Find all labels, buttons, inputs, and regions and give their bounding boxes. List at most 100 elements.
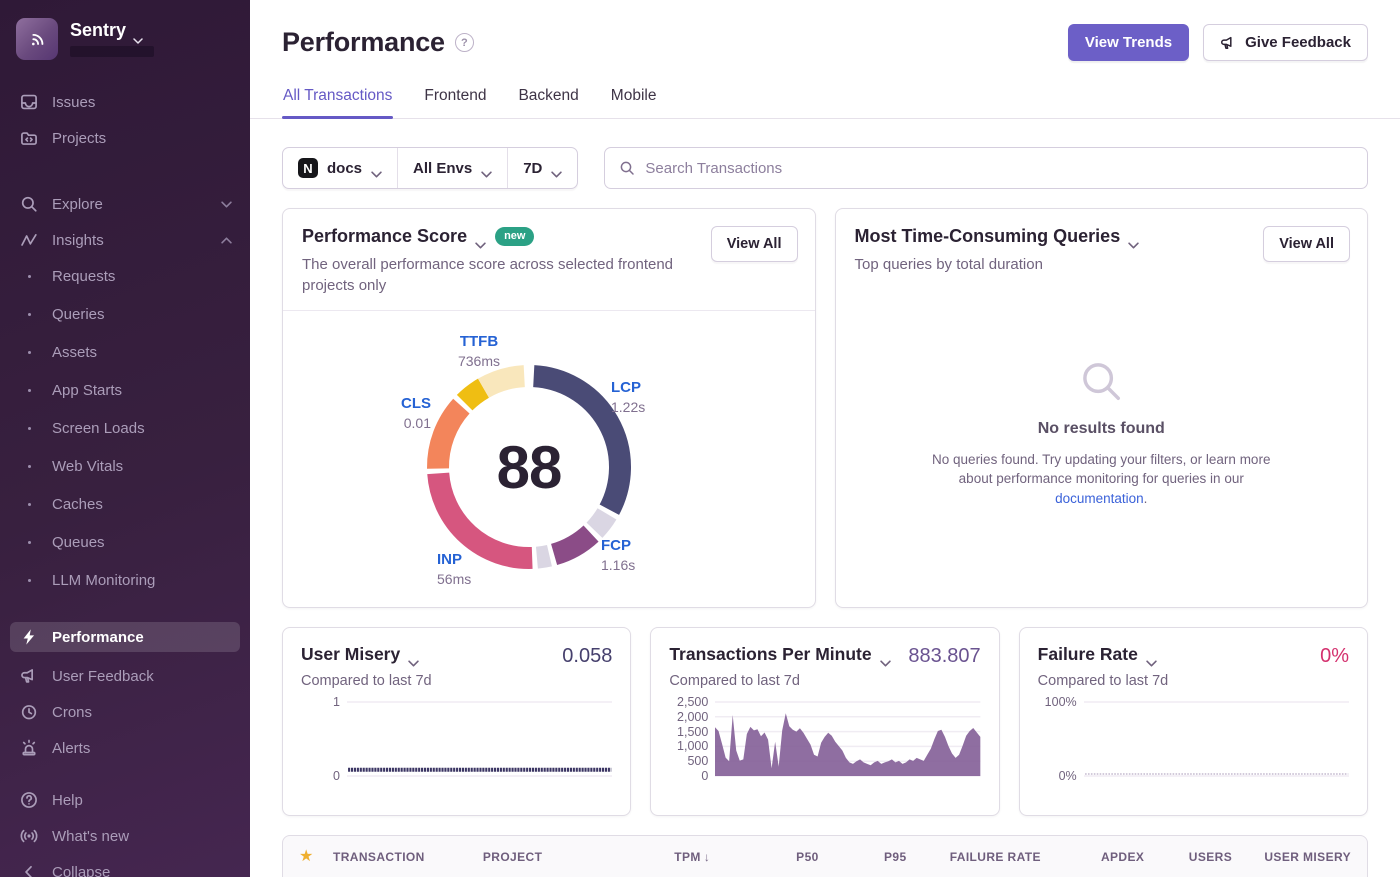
transactions-per-minute-dropdown[interactable]: Transactions Per Minute [669,644,891,667]
new-badge: new [495,227,535,246]
mini-card-subtitle: Compared to last 7d [1037,673,1169,689]
queries-dropdown[interactable]: Most Time-Consuming Queries [854,226,1140,249]
star-column-icon[interactable]: ★ [299,848,314,865]
user-misery-value: 0.058 [562,645,613,667]
y-axis-tick: 1 [333,695,340,709]
column-header-p95[interactable]: P95 [819,850,907,864]
column-header-tpm[interactable]: TPM ↓ [607,850,710,864]
ring-segment-fcp [550,525,599,566]
queries-empty-state: No results found No queries found. Try u… [836,289,1368,607]
chevron-down-icon [1128,233,1139,249]
user-misery-chart [347,701,613,777]
sidebar-item-projects[interactable]: Projects [0,126,250,150]
brand-name: Sentry [70,20,127,40]
give-feedback-button[interactable]: Give Feedback [1203,24,1368,61]
date-range-filter[interactable]: 7D [507,148,577,188]
sidebar-item-label: Requests [52,267,116,285]
sidebar-item-caches[interactable]: Caches [0,492,250,516]
sidebar-item-user-feedback[interactable]: User Feedback [0,664,250,688]
y-axis-tick: 1,500 [677,724,709,739]
sidebar-item-assets[interactable]: Assets [0,340,250,364]
tab-backend[interactable]: Backend [518,87,579,104]
column-label: P95 [884,850,907,864]
tab-all-transactions[interactable]: All Transactions [282,85,394,119]
queries-title: Most Time-Consuming Queries [854,226,1121,246]
sidebar-item-screen-loads[interactable]: Screen Loads [0,416,250,440]
column-label: TRANSACTION [333,850,425,864]
tab-frontend[interactable]: Frontend [424,87,487,104]
performance-score-card: Performance Score new The overall perfor… [282,208,816,608]
sidebar-item-insights[interactable]: Insights [0,228,250,252]
bullet-icon [20,533,38,551]
sidebar-item-app-starts[interactable]: App Starts [0,378,250,402]
score-view-all-button[interactable]: View All [710,226,798,262]
org-switcher[interactable]: Sentry [70,18,154,44]
queries-subtitle: Top queries by total duration [854,256,1043,273]
transactions-per-minute-chart [715,701,981,777]
help-icon[interactable]: ? [454,33,474,52]
chevron-down-icon [551,165,563,178]
sidebar-item-performance[interactable]: Performance [10,622,240,652]
sidebar-item-queues[interactable]: Queues [0,530,250,554]
performance-score-ring: 88 TTFB 736ms LCP 1.22s CLS 0.01 INP 56ms FCP 1.1… [283,310,815,607]
ring-segment-lcp [532,365,631,515]
sidebar-item-issues[interactable]: Issues [0,90,250,114]
ring-segment-ttfb [456,378,490,411]
sentry-logo-icon[interactable] [16,18,58,60]
column-header-p50[interactable]: P50 [710,850,819,864]
org-name-redacted [70,46,154,57]
bullet-icon [20,571,38,589]
sidebar-item-help[interactable]: Help [0,788,250,812]
transactions-table-header: ★ TRANSACTION PROJECT TPM ↓ P50 P95 FAILURE RAT… [282,835,1368,877]
column-header-failure-rate[interactable]: FAILURE RATE [907,850,1041,864]
project-filter[interactable]: N docs [283,148,397,188]
column-label: TPM [674,850,701,864]
clock-icon [20,703,38,721]
transactions-per-minute-card: Transactions Per Minute 883.807 Compared t… [650,627,1000,816]
search-icon [20,195,38,213]
sidebar-item-web-vitals[interactable]: Web Vitals [0,454,250,478]
sidebar-item-alerts[interactable]: Alerts [0,736,250,760]
tab-mobile[interactable]: Mobile [610,87,657,104]
projects-icon [20,129,38,147]
y-axis-tick: 1,000 [677,739,709,754]
page-title: Performance [282,27,445,57]
megaphone-icon [1220,35,1236,51]
column-header-transaction[interactable]: TRANSACTION [333,850,483,864]
queries-view-all-button[interactable]: View All [1263,226,1350,262]
magnifier-icon [1078,358,1124,404]
sidebar-item-label: What's new [52,827,130,845]
chevron-down-icon [408,651,419,667]
chevron-down-icon [1146,651,1157,667]
time-consuming-queries-card: Most Time-Consuming Queries Top queries … [834,208,1368,608]
sidebar-item-requests[interactable]: Requests [0,264,250,288]
environment-filter-label: All Envs [413,159,473,177]
bullet-icon [20,457,38,475]
sidebar-item-crons[interactable]: Crons [0,700,250,724]
user-misery-dropdown[interactable]: User Misery [301,644,419,667]
view-trends-button[interactable]: View Trends [1067,24,1190,61]
bullet-icon [20,343,38,361]
bullet-icon [20,267,38,285]
sidebar-item-explore[interactable]: Explore [0,192,250,216]
environment-filter[interactable]: All Envs [397,148,507,188]
metric-name: FCP [601,537,631,554]
sidebar-item-label: LLM Monitoring [52,571,156,589]
column-header-project[interactable]: PROJECT [483,850,607,864]
column-header-users[interactable]: USERS [1144,850,1232,864]
search-icon [619,160,635,176]
performance-score-dropdown[interactable]: Performance Score [302,226,486,249]
sidebar-item-queries[interactable]: Queries [0,302,250,326]
sidebar-item-label: Issues [52,93,96,111]
column-header-user-misery[interactable]: USER MISERY [1232,850,1351,864]
sidebar-item-llm-monitoring[interactable]: LLM Monitoring [0,568,250,592]
column-label: APDEX [1100,850,1145,864]
sidebar-item-collapse[interactable]: Collapse [0,860,250,877]
search-input[interactable] [645,159,1353,177]
ring-label-ttfb: TTFB 736ms [429,333,529,370]
documentation-link[interactable]: documentation [1055,490,1144,506]
failure-rate-dropdown[interactable]: Failure Rate [1038,644,1157,667]
sidebar-item-what-s-new[interactable]: What's new [0,824,250,848]
column-header-apdex[interactable]: APDEX [1041,850,1144,864]
sidebar-item-label: Assets [52,343,98,361]
